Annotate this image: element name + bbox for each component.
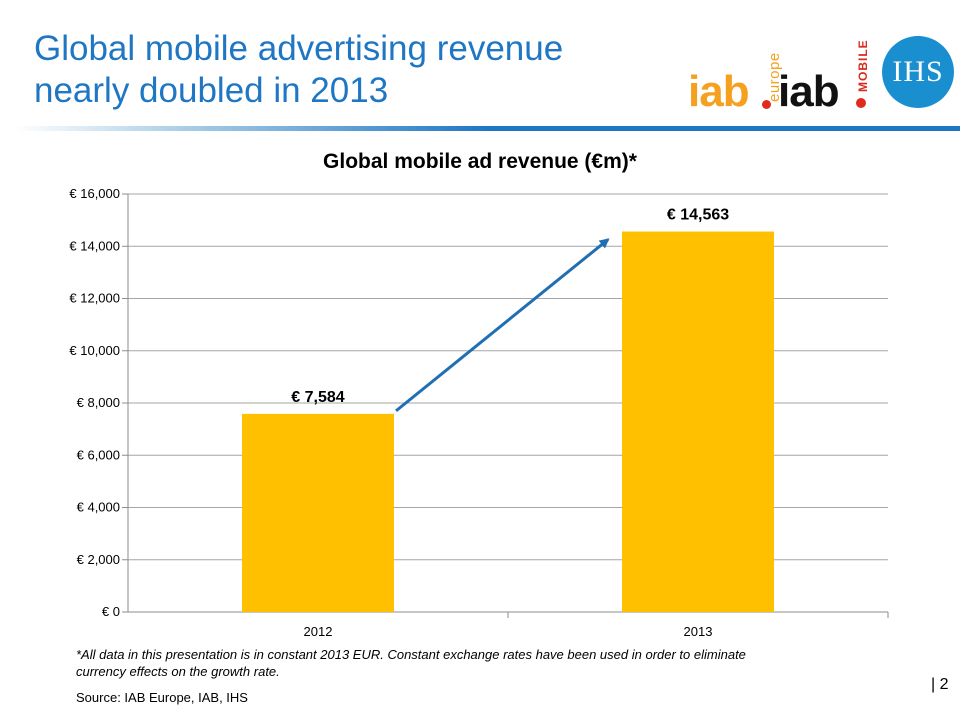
growth-arrow bbox=[395, 238, 610, 413]
y-tick-label: € 14,000 bbox=[69, 238, 120, 253]
y-tick-label: € 16,000 bbox=[69, 186, 120, 201]
page-number: | 2 bbox=[931, 676, 949, 693]
data-label-2012: € 7,584 bbox=[291, 389, 344, 406]
iab-europe-logo: iab bbox=[688, 67, 750, 116]
iab-mobile-logo: iab bbox=[778, 67, 840, 116]
iab-europe-dot bbox=[762, 100, 771, 109]
y-tick-label: € 6,000 bbox=[77, 447, 120, 462]
slide-title-line-2: nearly doubled in 2013 bbox=[34, 71, 389, 110]
ihs-logo: IHS bbox=[882, 36, 954, 108]
x-tick-label-2012: 2012 bbox=[304, 624, 333, 639]
y-tick-label: € 8,000 bbox=[77, 395, 120, 410]
chart-title: Global mobile ad revenue (€m)* bbox=[323, 150, 637, 173]
y-tick-label: € 12,000 bbox=[69, 291, 120, 306]
y-tick-label: € 0 bbox=[102, 604, 120, 619]
bar-2012 bbox=[242, 413, 394, 612]
footnote: *All data in this presentation is in con… bbox=[76, 647, 746, 679]
bar-2013 bbox=[622, 231, 774, 612]
data-label-2013: € 14,563 bbox=[667, 207, 729, 224]
iab-mobile-dot bbox=[856, 98, 866, 108]
y-tick-label: € 10,000 bbox=[69, 343, 120, 358]
x-tick-label-2013: 2013 bbox=[684, 624, 713, 639]
title-divider bbox=[14, 126, 960, 131]
y-tick-label: € 2,000 bbox=[77, 552, 120, 567]
slide-title-line-1: Global mobile advertising revenue bbox=[34, 29, 564, 68]
partner-logos: iab europe iab MOBILE IHS bbox=[686, 36, 956, 116]
slide-title: Global mobile advertising revenue nearly… bbox=[34, 28, 654, 112]
y-tick-label: € 4,000 bbox=[77, 500, 120, 515]
source-note: Source: IAB Europe, IAB, IHS bbox=[76, 690, 248, 705]
